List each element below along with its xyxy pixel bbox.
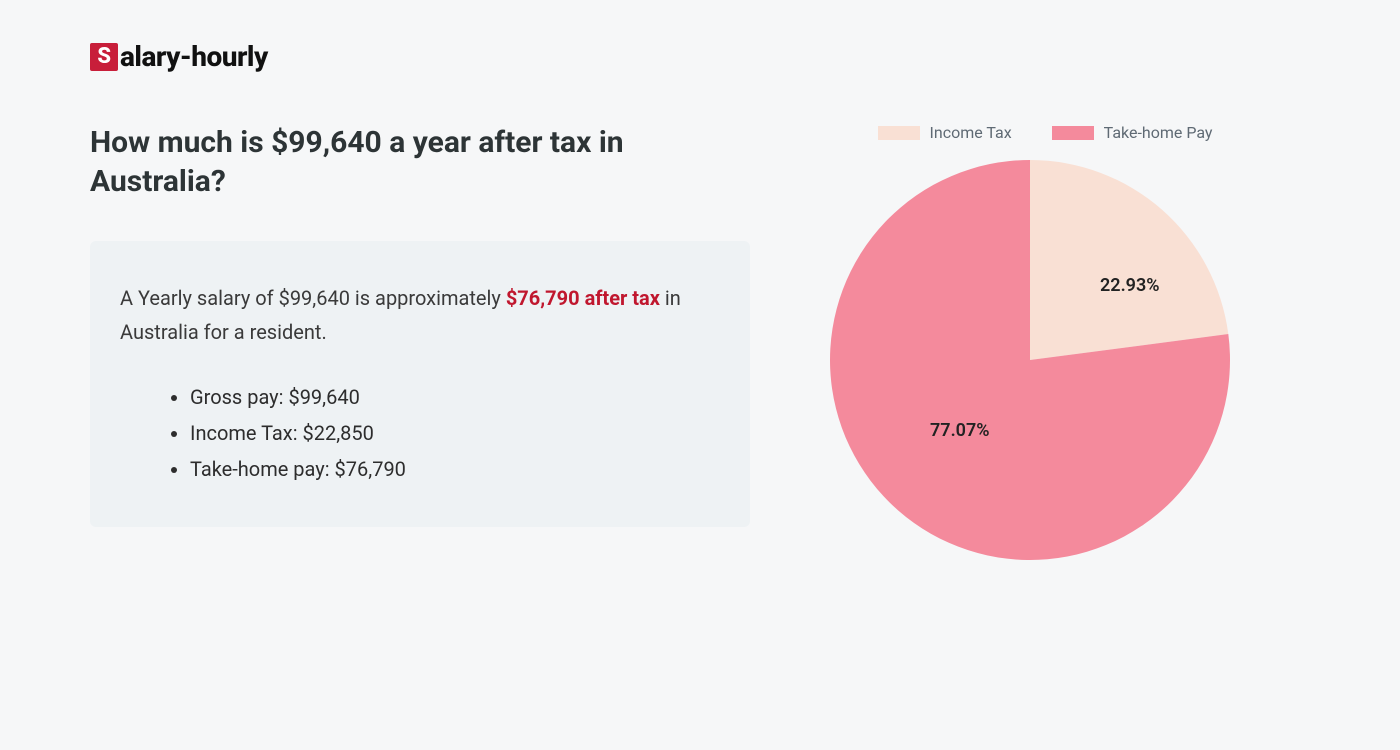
page-heading: How much is $99,640 a year after tax in … bbox=[90, 123, 750, 201]
summary-box: A Yearly salary of $99,640 is approximat… bbox=[90, 241, 750, 527]
site-logo: Salary-hourly bbox=[90, 40, 1310, 73]
pie-label-takehome: 77.07% bbox=[930, 420, 990, 441]
bullet-takehome: Take-home pay: $76,790 bbox=[190, 451, 720, 487]
pie-svg bbox=[830, 160, 1230, 560]
summary-bullets: Gross pay: $99,640 Income Tax: $22,850 T… bbox=[120, 379, 720, 487]
pie-label-income-tax: 22.93% bbox=[1100, 275, 1160, 296]
summary-text: A Yearly salary of $99,640 is approximat… bbox=[120, 281, 720, 349]
legend-item-takehome: Take-home Pay bbox=[1052, 123, 1213, 142]
legend-swatch-income-tax bbox=[878, 126, 920, 140]
summary-highlight: $76,790 after tax bbox=[506, 286, 660, 310]
legend-label-income-tax: Income Tax bbox=[930, 123, 1012, 142]
pie-chart: 22.93% 77.07% bbox=[830, 160, 1230, 560]
logo-text: alary-hourly bbox=[120, 40, 268, 73]
legend-label-takehome: Take-home Pay bbox=[1104, 123, 1213, 142]
bullet-gross: Gross pay: $99,640 bbox=[190, 379, 720, 415]
logo-badge: S bbox=[90, 43, 118, 71]
legend-swatch-takehome bbox=[1052, 126, 1094, 140]
chart-legend: Income Tax Take-home Pay bbox=[810, 123, 1280, 142]
legend-item-income-tax: Income Tax bbox=[878, 123, 1012, 142]
bullet-tax: Income Tax: $22,850 bbox=[190, 415, 720, 451]
summary-prefix: A Yearly salary of $99,640 is approximat… bbox=[120, 286, 506, 310]
